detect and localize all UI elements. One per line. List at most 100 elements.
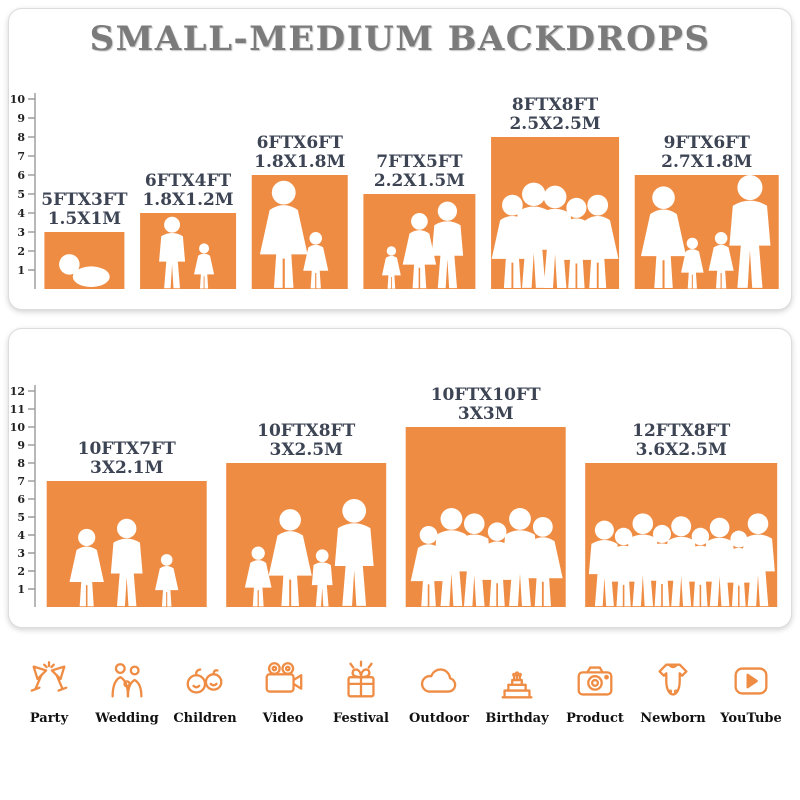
person-silhouette <box>640 186 687 288</box>
person-silhouette <box>729 175 771 288</box>
person-silhouette <box>703 517 736 607</box>
y-tick-label: 7 <box>17 475 25 488</box>
person-silhouette <box>311 549 333 607</box>
small-medium-backdrops-panel: SMALL-MEDIUM BACKDROPS 1 2 3 4 5 6 7 8 9 10 5FTX3F… <box>8 8 792 310</box>
category-children: Children <box>166 658 244 726</box>
product-icon <box>577 666 613 696</box>
person-silhouette <box>303 232 329 289</box>
y-tick-label: 1 <box>17 264 25 277</box>
y-tick-label: 6 <box>17 169 25 182</box>
backdrop-size-m-label: 1.5X1M <box>48 209 122 229</box>
category-label: Video <box>262 711 304 726</box>
backdrop-size-ft-label: 9FTX6FT <box>664 133 751 153</box>
category-birthday: Birthday <box>478 658 556 726</box>
y-tick-label: 6 <box>17 493 25 506</box>
y-tick-label: 4 <box>17 529 25 542</box>
large-backdrops-panel: 1 2 3 4 5 6 7 8 9 10 11 12 10FTX7FT 3X2.1M 10FTX8FT 3X2… <box>8 328 792 628</box>
category-festival: Festival <box>322 658 400 726</box>
birthday-icon <box>501 671 533 699</box>
y-tick-label: 4 <box>17 207 25 220</box>
backdrop-size-m-label: 2.7X1.8M <box>661 152 752 172</box>
category-video: Video <box>244 658 322 726</box>
y-tick-label: 1 <box>17 583 25 596</box>
backdrop-bar <box>140 213 237 289</box>
y-tick-label: 3 <box>17 226 25 239</box>
backdrop-size-m-label: 3X3M <box>458 404 514 424</box>
y-tick-label: 2 <box>17 245 25 258</box>
backdrop-size-ft-label: 6FTX6FT <box>257 133 344 153</box>
y-tick-label: 11 <box>10 403 25 416</box>
category-label: Party <box>29 711 69 726</box>
backdrop-size-m-label: 2.5X2.5M <box>509 114 600 134</box>
y-tick-label: 3 <box>17 547 25 560</box>
y-tick-label: 9 <box>17 112 25 125</box>
person-silhouette <box>159 216 186 289</box>
person-silhouette <box>381 246 401 289</box>
person-silhouette <box>681 237 704 289</box>
category-label: Wedding <box>95 711 159 726</box>
category-outdoor: Outdoor <box>400 658 478 726</box>
newborn-icon <box>658 663 688 696</box>
backdrop-size-m-label: 2.2X1.5M <box>374 171 465 191</box>
y-tick-label: 10 <box>10 93 26 106</box>
category-newborn: Newborn <box>634 658 712 726</box>
backdrop-size-m-label: 1.8X1.8M <box>254 152 345 172</box>
person-silhouette <box>268 509 312 607</box>
person-silhouette <box>259 180 308 288</box>
person-silhouette <box>110 518 143 607</box>
page-title: SMALL-MEDIUM BACKDROPS <box>89 19 711 59</box>
children-icon <box>186 668 223 694</box>
backdrop-size-ft-label: 10FTX10FT <box>431 385 541 405</box>
y-tick-label: 5 <box>17 511 25 524</box>
category-label: Birthday <box>485 711 549 726</box>
y-tick-label: 10 <box>10 421 26 434</box>
category-wedding: Wedding <box>88 658 166 726</box>
backdrop-size-m-label: 3.6X2.5M <box>636 440 727 460</box>
backdrop-size-ft-label: 7FTX5FT <box>376 152 463 172</box>
person-silhouette <box>708 232 734 289</box>
category-label: Newborn <box>640 711 706 726</box>
person-silhouette <box>741 513 775 607</box>
youtube-icon <box>734 667 768 695</box>
y-tick-label: 8 <box>17 457 25 470</box>
y-tick-label: 2 <box>17 565 25 578</box>
category-label: Children <box>173 711 237 726</box>
category-label: YouTube <box>720 711 782 726</box>
festival-icon <box>347 660 375 698</box>
large-backdrops-chart: 12345678910111210FTX7FT3X2.1M10FTX8FT3X2… <box>10 385 778 607</box>
person-silhouette <box>523 517 563 607</box>
person-silhouette <box>457 513 492 607</box>
person-silhouette <box>502 508 538 607</box>
category-label: Outdoor <box>408 711 470 726</box>
person-silhouette <box>69 528 104 607</box>
backdrop-size-m-label: 1.8X1.2M <box>142 190 233 210</box>
backdrop-size-ft-label: 12FTX8FT <box>632 421 730 441</box>
backdrop-size-ft-label: 6FTX4FT <box>145 171 232 191</box>
wedding-icon <box>111 663 143 698</box>
video-icon <box>265 662 303 693</box>
backdrop-size-m-label: 3X2.5M <box>269 440 343 460</box>
person-silhouette <box>577 194 619 289</box>
person-silhouette <box>155 554 179 607</box>
backdrop-size-ft-label: 5FTX3FT <box>41 190 128 210</box>
y-tick-label: 9 <box>17 439 25 452</box>
backdrop-size-ft-label: 10FTX8FT <box>257 421 355 441</box>
y-tick-label: 7 <box>17 150 25 163</box>
person-silhouette <box>334 499 374 606</box>
person-silhouette <box>194 243 215 289</box>
outdoor-icon <box>420 668 457 693</box>
backdrop-size-ft-label: 8FTX8FT <box>512 95 599 115</box>
y-tick-label: 12 <box>10 385 25 398</box>
category-product: Product <box>556 658 634 726</box>
category-icons-row: Party Wedding Children Video Festival Outdoor… <box>10 658 790 726</box>
person-silhouette <box>431 201 464 289</box>
y-tick-label: 5 <box>17 188 25 201</box>
person-silhouette <box>244 546 272 607</box>
backdrop-size-ft-label: 10FTX7FT <box>78 439 176 459</box>
party-icon <box>30 661 68 692</box>
category-label: Product <box>566 711 624 726</box>
backdrop-size-m-label: 3X2.1M <box>90 458 164 478</box>
person-silhouette <box>59 254 110 287</box>
category-label: Festival <box>333 711 389 726</box>
